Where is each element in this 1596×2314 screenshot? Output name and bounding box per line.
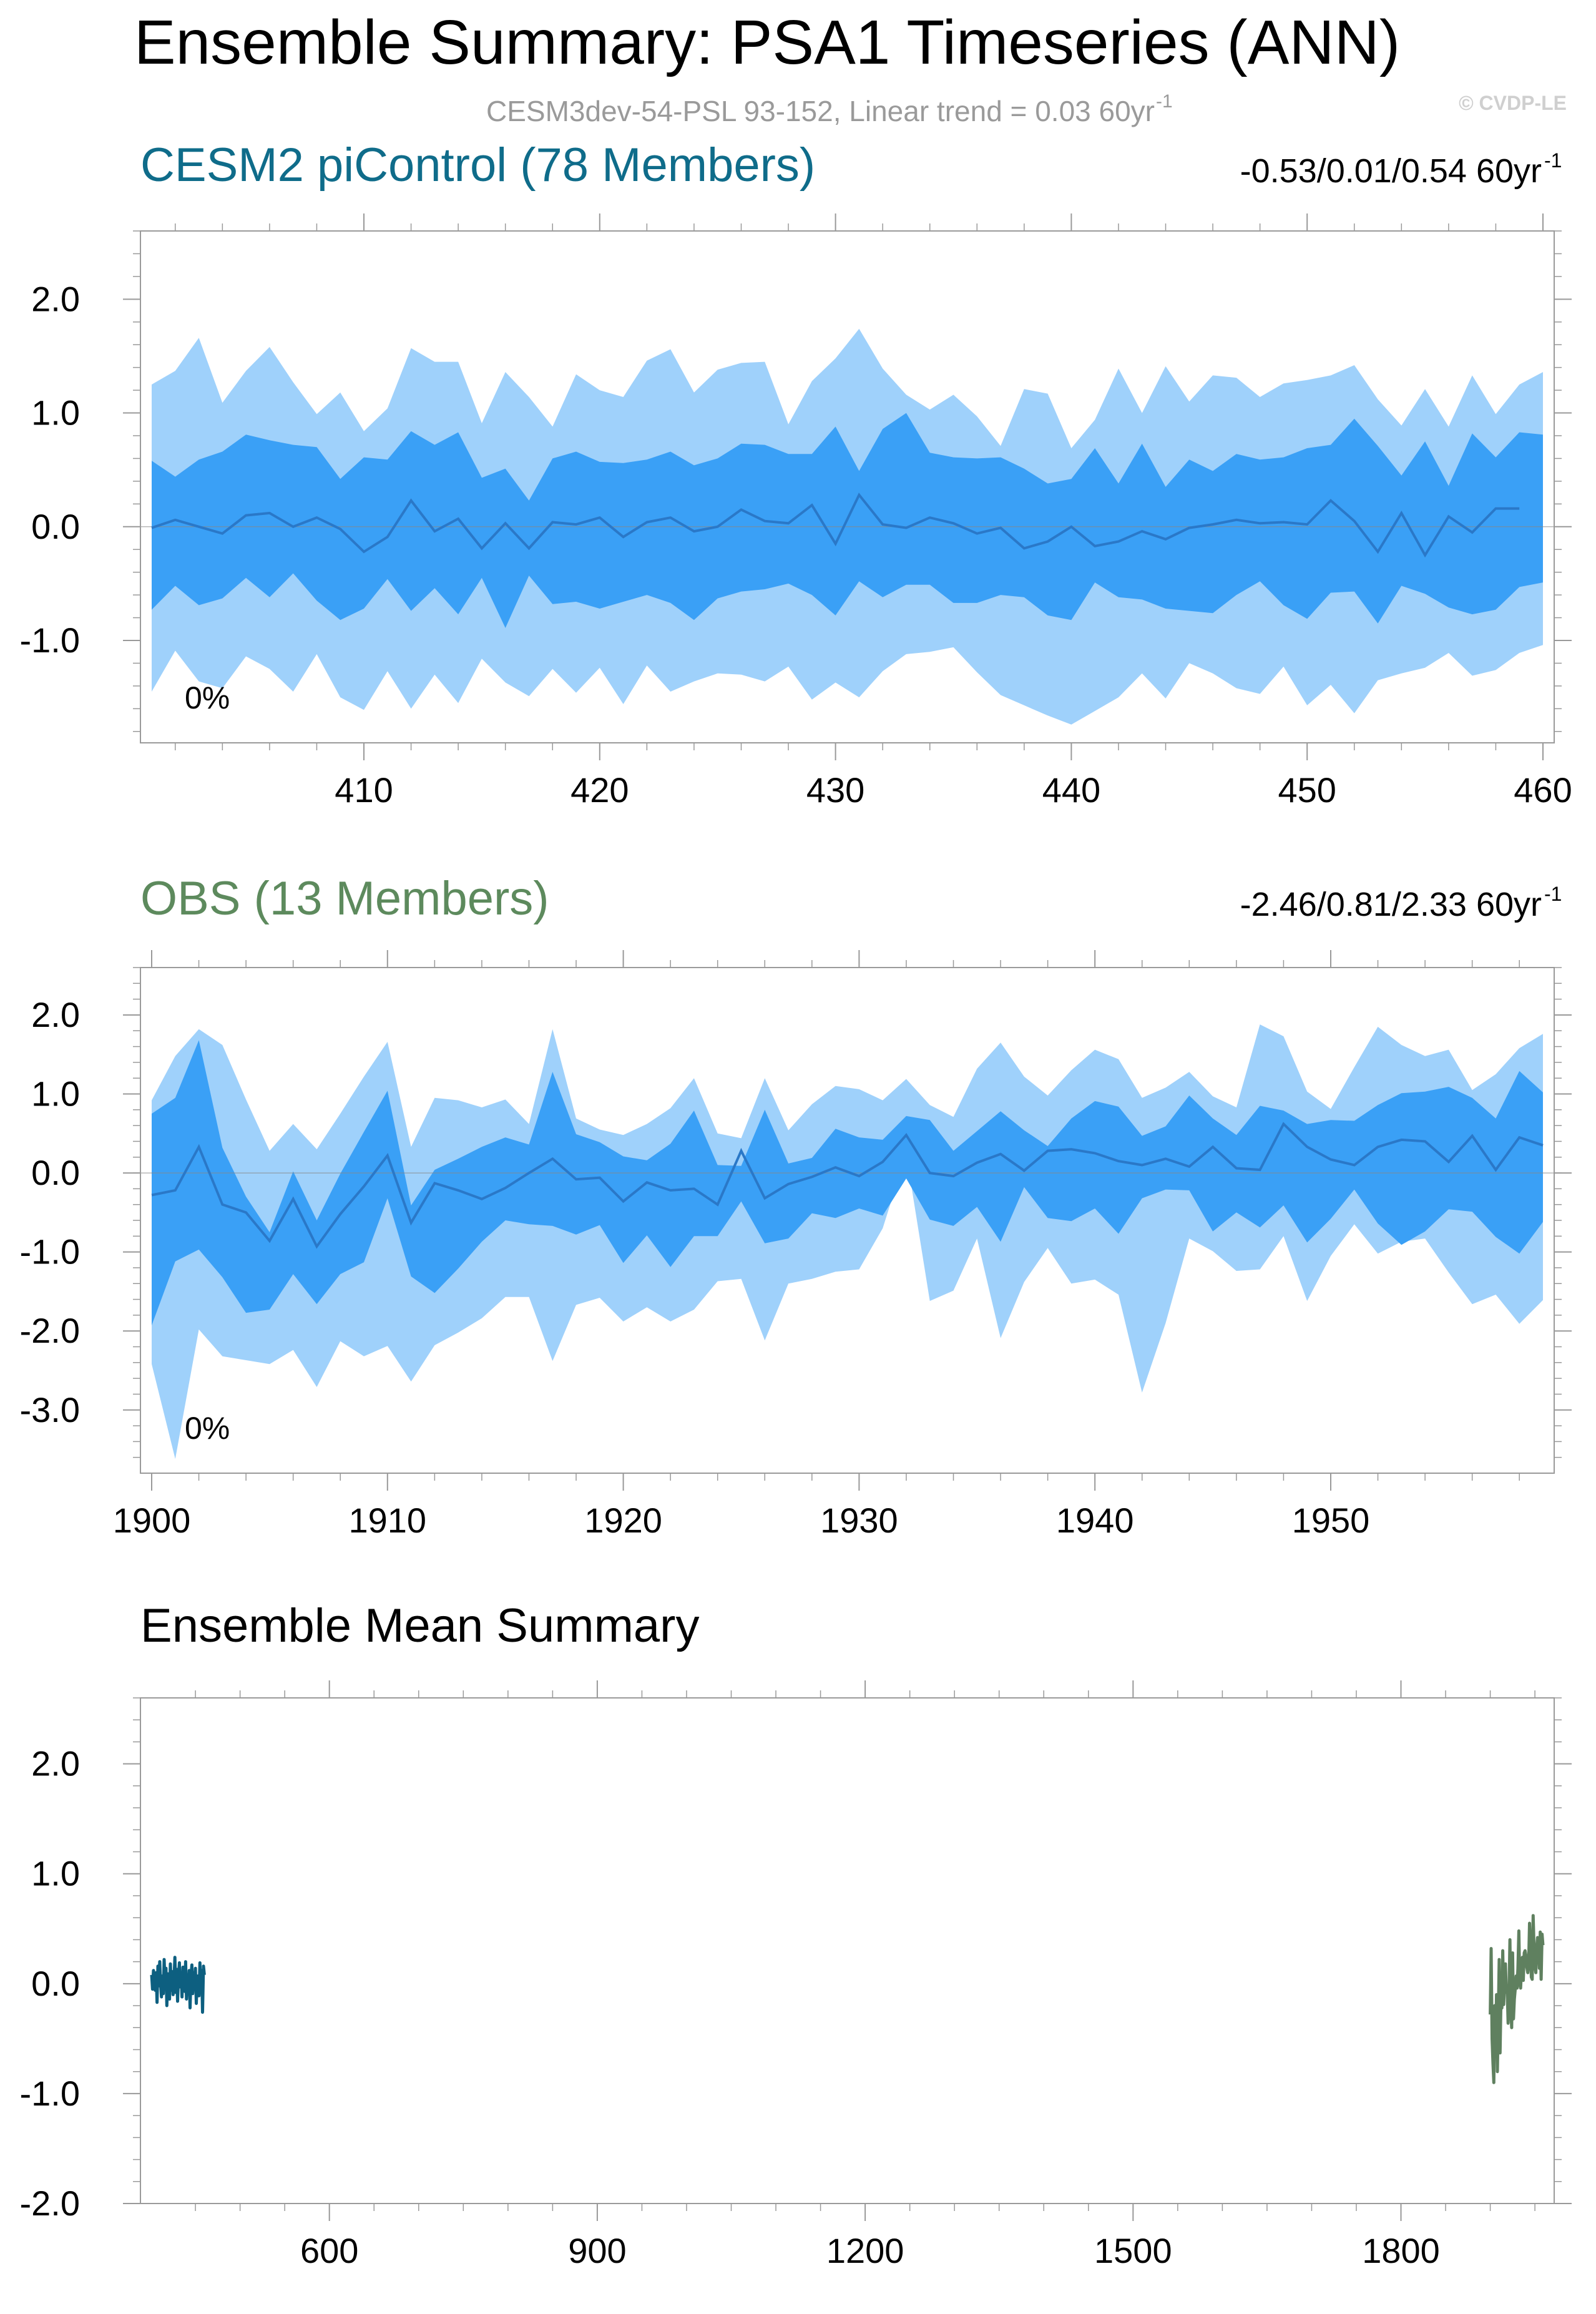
model-y-tick-label: 2.0 — [31, 279, 80, 318]
model-y-tick-label: 0.0 — [31, 507, 80, 546]
summary-y-tick-label: 1.0 — [31, 1854, 80, 1893]
model-trend-sup: -1 — [1544, 149, 1562, 172]
summary-x-tick-label: 1800 — [1362, 2231, 1440, 2270]
obs-band-iqr — [152, 1040, 1543, 1326]
obs-x-tick-label: 1940 — [1056, 1501, 1134, 1540]
model-y-tick-label: -1.0 — [20, 620, 81, 660]
obs-x-tick-label: 1920 — [584, 1501, 662, 1540]
model-mean-line — [151, 493, 1520, 558]
summary-y-tick-label: -2.0 — [20, 2184, 81, 2223]
summary-y-tick-label: 2.0 — [31, 1744, 80, 1783]
obs-x-tick-label: 1950 — [1292, 1501, 1370, 1540]
obs-y-tick-label: 1.0 — [31, 1074, 80, 1114]
panel-obs: OBS (13 Members) -2.46/0.81/2.33 60yr -1 0%… — [20, 872, 1572, 1540]
panel-model: CESM2 piControl (78 Members) -0.53/0.01/0… — [20, 139, 1572, 810]
obs-mean-line — [151, 1122, 1544, 1249]
figure-subtitle: CESM3dev-54-PSL 93-152, Linear trend = 0… — [486, 95, 1155, 127]
summary-line-model — [150, 1956, 206, 2014]
model-x-tick-label: 460 — [1514, 770, 1572, 810]
model-x-tick-label: 410 — [335, 770, 393, 810]
obs-x-tick-label: 1930 — [820, 1501, 898, 1540]
model-x-tick-label: 430 — [806, 770, 864, 810]
obs-y-tick-label: -2.0 — [20, 1311, 81, 1350]
model-plot-frame — [140, 230, 1555, 743]
summary-x-tick-label: 1500 — [1094, 2231, 1172, 2270]
summary-y-tick-label: 0.0 — [31, 1964, 80, 2003]
figure-title: Ensemble Summary: PSA1 Timeseries (ANN) — [134, 7, 1400, 77]
model-x-tick-label: 420 — [570, 770, 629, 810]
model-title: CESM2 piControl (78 Members) — [140, 139, 815, 192]
summary-x-tick-label: 1200 — [826, 2231, 904, 2270]
obs-y-tick-label: 2.0 — [31, 995, 80, 1034]
summary-plot-frame — [140, 1697, 1555, 2204]
summary-y-tick-label: -1.0 — [20, 2074, 81, 2113]
obs-x-tick-label: 1900 — [113, 1501, 191, 1540]
summary-x-tick-label: 900 — [568, 2231, 626, 2270]
copyright-label: © CVDP-LE — [1459, 92, 1567, 114]
model-y-tick-label: 1.0 — [31, 393, 80, 433]
model-trend-label: -0.53/0.01/0.54 60yr — [1240, 152, 1542, 190]
obs-percent-label: 0% — [185, 1411, 230, 1446]
obs-y-tick-label: -1.0 — [20, 1232, 81, 1272]
obs-y-tick-label: 0.0 — [31, 1153, 80, 1192]
obs-trend-label: -2.46/0.81/2.33 60yr — [1240, 886, 1542, 923]
model-percent-label: 0% — [185, 680, 230, 715]
obs-title: OBS (13 Members) — [140, 872, 549, 925]
obs-y-tick-label: -3.0 — [20, 1390, 81, 1429]
figure-subtitle-sup: -1 — [1156, 91, 1173, 112]
model-x-tick-label: 440 — [1042, 770, 1100, 810]
obs-x-tick-label: 1910 — [349, 1501, 427, 1540]
summary-x-tick-label: 600 — [300, 2231, 358, 2270]
panel-summary: Ensemble Mean Summary 600 900 1200 1500 1800 2… — [20, 1599, 1572, 2270]
summary-line-obs — [1489, 1914, 1545, 2084]
obs-trend-sup: -1 — [1544, 883, 1562, 905]
model-x-tick-label: 450 — [1278, 770, 1336, 810]
summary-title: Ensemble Mean Summary — [140, 1599, 699, 1652]
